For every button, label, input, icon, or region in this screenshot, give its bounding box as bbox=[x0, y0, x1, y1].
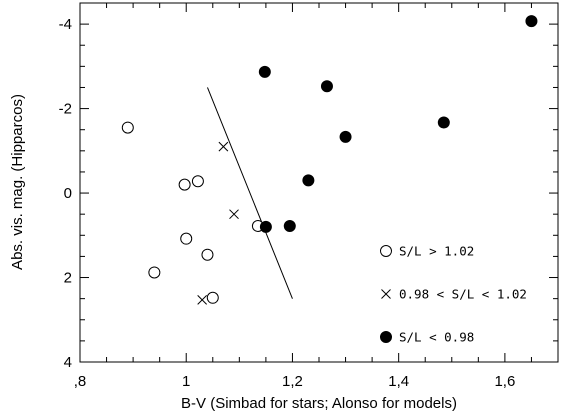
y-tick-label: 0 bbox=[64, 185, 72, 202]
cross-stroke bbox=[229, 209, 239, 220]
y-tick-labels: -4 -2 0 2 4 bbox=[59, 16, 72, 371]
open-circle-point bbox=[180, 232, 193, 245]
cross-point bbox=[229, 209, 239, 220]
filled-circle-point bbox=[283, 220, 296, 233]
x-tick-labels: ,8 1 1,2 1,4 1,6 bbox=[74, 373, 516, 390]
y-tick-label: -2 bbox=[59, 101, 72, 118]
filled-circle-point bbox=[320, 80, 333, 93]
x-tick-label: 1 bbox=[182, 373, 190, 390]
cross-stroke bbox=[197, 295, 208, 305]
x-tick-label: 1,4 bbox=[388, 373, 409, 390]
filled-circle-point bbox=[258, 65, 271, 78]
filled-circle-point bbox=[259, 220, 272, 233]
y-tick-label: 2 bbox=[64, 270, 72, 287]
plot-frame bbox=[79, 2, 559, 363]
x-tick-label: 1,2 bbox=[282, 373, 303, 390]
filled-circle-point bbox=[525, 15, 538, 28]
separation-line-segment bbox=[207, 87, 293, 299]
open-circle-point bbox=[178, 178, 191, 191]
separation-line bbox=[207, 87, 293, 299]
filled-circle-point bbox=[437, 116, 450, 129]
legend-label: S/L > 1.02 bbox=[399, 244, 474, 259]
open-circle-point bbox=[148, 266, 161, 279]
y-tick-label: 4 bbox=[64, 354, 72, 371]
legend-label: S/L < 0.98 bbox=[399, 330, 474, 345]
y-axis-title: Abs. vis. mag. (Hipparcos) bbox=[9, 94, 26, 270]
data-points bbox=[121, 15, 538, 305]
cross-point bbox=[218, 141, 229, 152]
legend-marker bbox=[380, 245, 392, 257]
legend-label: 0.98 < S/L < 1.02 bbox=[399, 287, 527, 302]
filled-circle-point bbox=[339, 130, 352, 143]
open-circle-point bbox=[191, 175, 204, 188]
open-circle-point bbox=[121, 121, 134, 134]
legend: S/L > 1.02 0.98 < S/L < 1.02 S/L < 0.98 bbox=[380, 244, 527, 345]
legend-marker bbox=[380, 331, 392, 343]
x-tick-label: 1,6 bbox=[494, 373, 515, 390]
cross-stroke bbox=[218, 141, 229, 152]
x-tick-label: ,8 bbox=[74, 373, 87, 390]
open-circle-point bbox=[201, 248, 214, 261]
filled-circle-point bbox=[302, 174, 315, 187]
cross-point bbox=[197, 295, 208, 305]
open-circle-point bbox=[206, 291, 219, 304]
x-axis-title: B-V (Simbad for stars; Alonso for models… bbox=[181, 395, 457, 412]
legend-marker bbox=[381, 289, 391, 299]
y-tick-label: -4 bbox=[59, 16, 72, 33]
cross-stroke bbox=[381, 289, 391, 299]
axis-ticks bbox=[79, 2, 559, 363]
